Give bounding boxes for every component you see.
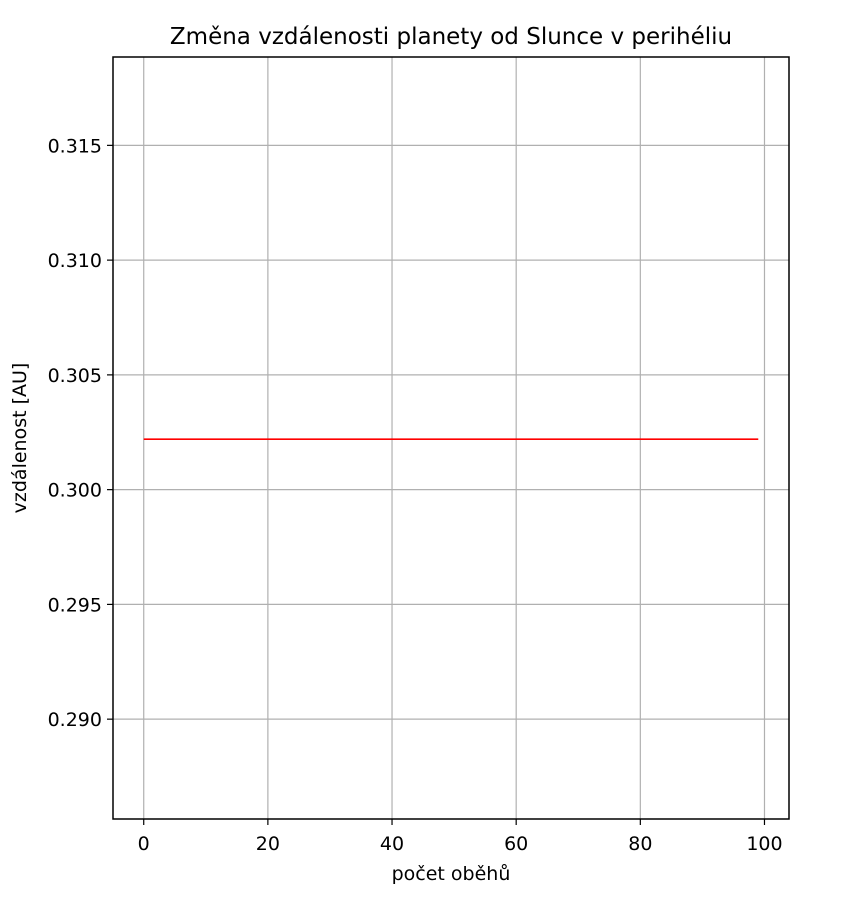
y-axis-label: vzdálenost [AU] bbox=[9, 363, 31, 514]
x-tick-label: 100 bbox=[746, 833, 782, 855]
y-tick-label: 0.310 bbox=[48, 250, 102, 272]
y-tick-label: 0.290 bbox=[48, 709, 102, 731]
y-tick-label: 0.295 bbox=[48, 594, 102, 616]
x-tick-label: 60 bbox=[504, 833, 528, 855]
grid bbox=[113, 57, 789, 819]
x-tick-label: 40 bbox=[380, 833, 404, 855]
x-tick-label: 20 bbox=[256, 833, 280, 855]
y-tick-label: 0.315 bbox=[48, 135, 102, 157]
x-axis-label: počet oběhů bbox=[392, 863, 511, 885]
y-tick-label: 0.300 bbox=[48, 480, 102, 502]
chart-title: Změna vzdálenosti planety od Slunce v pe… bbox=[170, 24, 732, 50]
x-tick-label: 80 bbox=[628, 833, 652, 855]
x-tick-label: 0 bbox=[138, 833, 150, 855]
x-axis: 0 20 40 60 80 100 bbox=[138, 819, 783, 855]
plot-frame bbox=[112, 56, 790, 820]
y-axis: 0.290 0.295 0.300 0.305 0.310 0.315 bbox=[48, 135, 113, 731]
y-tick-label: 0.305 bbox=[48, 365, 102, 387]
